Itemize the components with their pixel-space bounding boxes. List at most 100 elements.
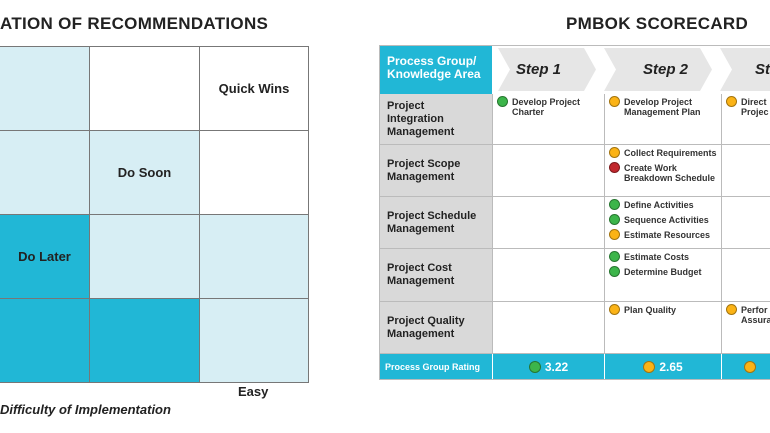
matrix-cell [90, 299, 200, 383]
row-label-text: Project Schedule Management [387, 209, 477, 235]
process-item: Estimate Resources [609, 229, 717, 240]
status-green-icon [497, 96, 508, 107]
process-cell: Develop Project Management Plan [604, 94, 721, 145]
rating-cell [721, 354, 770, 380]
footer-label: Process Group Rating [385, 362, 481, 372]
status-green-icon [609, 199, 620, 210]
process-item: Estimate Costs [609, 251, 717, 262]
process-name: Define Activities [624, 200, 694, 210]
rating-cell: 2.65 [604, 354, 721, 380]
row-label: Project Quality Management [379, 302, 492, 354]
process-cell: Direct Projec [721, 94, 770, 145]
step-arrows [498, 48, 770, 91]
step-2-label: Step 2 [643, 61, 689, 78]
process-name: Sequence Activities [624, 215, 709, 225]
matrix-cell [90, 47, 200, 131]
process-name: Collect Requirements [624, 148, 717, 158]
step-1-label: Step 1 [516, 61, 562, 78]
process-cell: Define Activities Sequence Activities Esti… [604, 197, 721, 249]
x-axis-end-label: Easy [238, 384, 269, 399]
process-cell [721, 197, 770, 249]
matrix-cell [200, 299, 309, 383]
row-label-text: Project Integration Management [387, 99, 455, 138]
matrix-cell [200, 215, 309, 299]
process-name: Develop Project Charter [512, 97, 581, 117]
process-item: Create Work Breakdown Schedule [609, 162, 717, 183]
scorecard-table: Process Group/ Knowledge Area Step 1 Ste… [379, 45, 770, 380]
process-name: Plan Quality [624, 305, 677, 315]
rating-cell: 3.22 [492, 354, 604, 380]
step-3-label: St [755, 61, 770, 78]
footer-label-cell: Process Group Rating [379, 354, 492, 380]
status-yellow-icon [609, 147, 620, 158]
process-name: Determine Budget [624, 267, 702, 277]
process-cell: Plan Quality [604, 302, 721, 354]
row-label: Project Cost Management [379, 249, 492, 302]
process-name: Create Work Breakdown Schedule [624, 163, 716, 183]
step-1-arrow [498, 48, 596, 91]
status-yellow-icon [726, 96, 737, 107]
do-later-label: Do Later [18, 249, 71, 264]
process-item: Collect Requirements [609, 147, 717, 158]
header-label: Process Group/ Knowledge Area [387, 54, 481, 81]
rating-value: 2.65 [659, 360, 683, 374]
status-green-icon [609, 266, 620, 277]
do-soon-quadrant: Do Soon [90, 131, 200, 215]
status-yellow-icon [726, 304, 737, 315]
process-item: Define Activities [609, 199, 717, 210]
status-yellow-icon [643, 361, 656, 373]
process-cell [492, 197, 604, 249]
process-cell [721, 249, 770, 302]
do-later-quadrant: Do Later [0, 215, 90, 299]
matrix-cell [0, 131, 90, 215]
process-name: Develop Project Management Plan [624, 97, 701, 117]
rating-value: 3.22 [544, 360, 569, 374]
matrix-title: ATION OF RECOMMENDATIONS [0, 14, 269, 33]
process-cell [492, 145, 604, 197]
row-label-text: Project Quality Management [387, 314, 465, 340]
x-axis-label: Difficulty of Implementation [0, 402, 171, 417]
row-label: Project Scope Management [379, 145, 492, 197]
status-yellow-icon [743, 361, 756, 373]
status-yellow-icon [609, 304, 620, 315]
matrix-cell [0, 47, 90, 131]
quick-wins-label: Quick Wins [218, 81, 290, 96]
process-item: Develop Project Management Plan [609, 96, 717, 117]
process-name: Perfor Assura [741, 305, 770, 325]
scorecard-title: PMBOK SCORECARD [566, 14, 749, 33]
do-soon-label: Do Soon [117, 165, 172, 180]
header-label-cell: Process Group/ Knowledge Area [379, 45, 492, 94]
prioritization-matrix: Quick Wins Do Soon Do Later [0, 46, 309, 383]
row-label-text: Project Cost Management [387, 262, 455, 287]
status-red-icon [609, 162, 620, 173]
status-green-icon [609, 214, 620, 225]
process-cell [492, 249, 604, 302]
process-item: Perfor Assura [726, 304, 770, 325]
quick-wins-quadrant: Quick Wins [200, 47, 309, 131]
process-item: Plan Quality [609, 304, 717, 315]
status-yellow-icon [609, 96, 620, 107]
matrix-cell [90, 215, 200, 299]
process-name: Estimate Costs [624, 252, 690, 262]
row-label-text: Project Scope Management [387, 157, 461, 183]
status-green-icon [528, 361, 541, 373]
row-label: Project Integration Management [379, 94, 492, 145]
matrix-cell [200, 131, 309, 215]
process-cell: Develop Project Charter [492, 94, 604, 145]
matrix-cell [0, 299, 90, 383]
process-item: Direct Projec [726, 96, 770, 117]
step-3-arrow [720, 48, 770, 91]
process-cell [721, 145, 770, 197]
process-cell: Collect Requirements Create Work Breakdow… [604, 145, 721, 197]
process-cell [492, 302, 604, 354]
process-item: Develop Project Charter [497, 96, 600, 117]
step-2-arrow [604, 48, 712, 91]
process-cell: Perfor Assura [721, 302, 770, 354]
process-name: Estimate Resources [624, 230, 711, 240]
process-item: Determine Budget [609, 266, 717, 277]
row-label: Project Schedule Management [379, 197, 492, 249]
process-name: Direct Projec [741, 97, 769, 117]
process-item: Sequence Activities [609, 214, 717, 225]
process-cell: Estimate Costs Determine Budget [604, 249, 721, 302]
status-green-icon [609, 251, 620, 262]
